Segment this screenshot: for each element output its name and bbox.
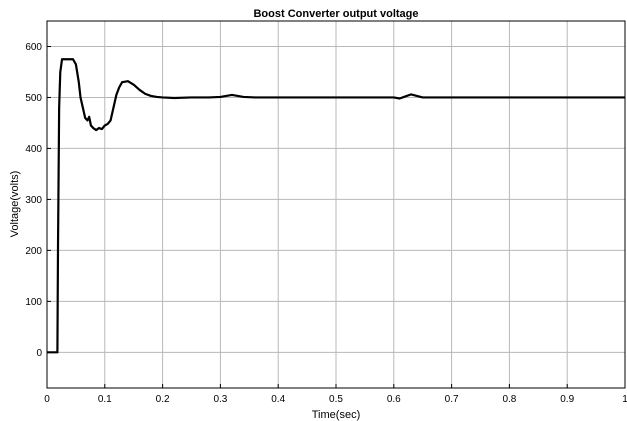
x-tick-label: 0.1 (98, 394, 112, 405)
y-tick-label: 600 (25, 42, 42, 53)
x-tick-label: 0.9 (560, 394, 574, 405)
x-tick-label: 0.2 (156, 394, 170, 405)
y-tick-label: 200 (25, 246, 42, 257)
x-tick-label: 0.6 (387, 394, 401, 405)
chart-title: Boost Converter output voltage (253, 8, 418, 20)
y-tick-label: 0 (36, 348, 42, 359)
x-tick-label: 0.7 (445, 394, 459, 405)
x-tick-label: 0.3 (213, 394, 227, 405)
x-tick-label: 0 (44, 394, 50, 405)
y-axis-label: Voltage(volts) (9, 171, 21, 238)
y-tick-label: 300 (25, 195, 42, 206)
x-axis: 0 0.1 0.2 0.3 0.4 0.5 0.6 0.7 0.8 0.9 1 (44, 384, 627, 405)
x-tick-label: 0.4 (271, 394, 285, 405)
y-tick-label: 400 (25, 144, 42, 155)
y-tick-label: 100 (25, 297, 42, 308)
x-tick-label: 0.5 (329, 394, 343, 405)
series-line-output-voltage (47, 58, 625, 354)
x-axis-label: Time(sec) (312, 409, 360, 421)
grid-lines (47, 21, 625, 388)
x-tick-label: 1 (622, 394, 627, 405)
x-tick-label: 0.8 (502, 394, 516, 405)
y-tick-label: 500 (25, 93, 42, 104)
